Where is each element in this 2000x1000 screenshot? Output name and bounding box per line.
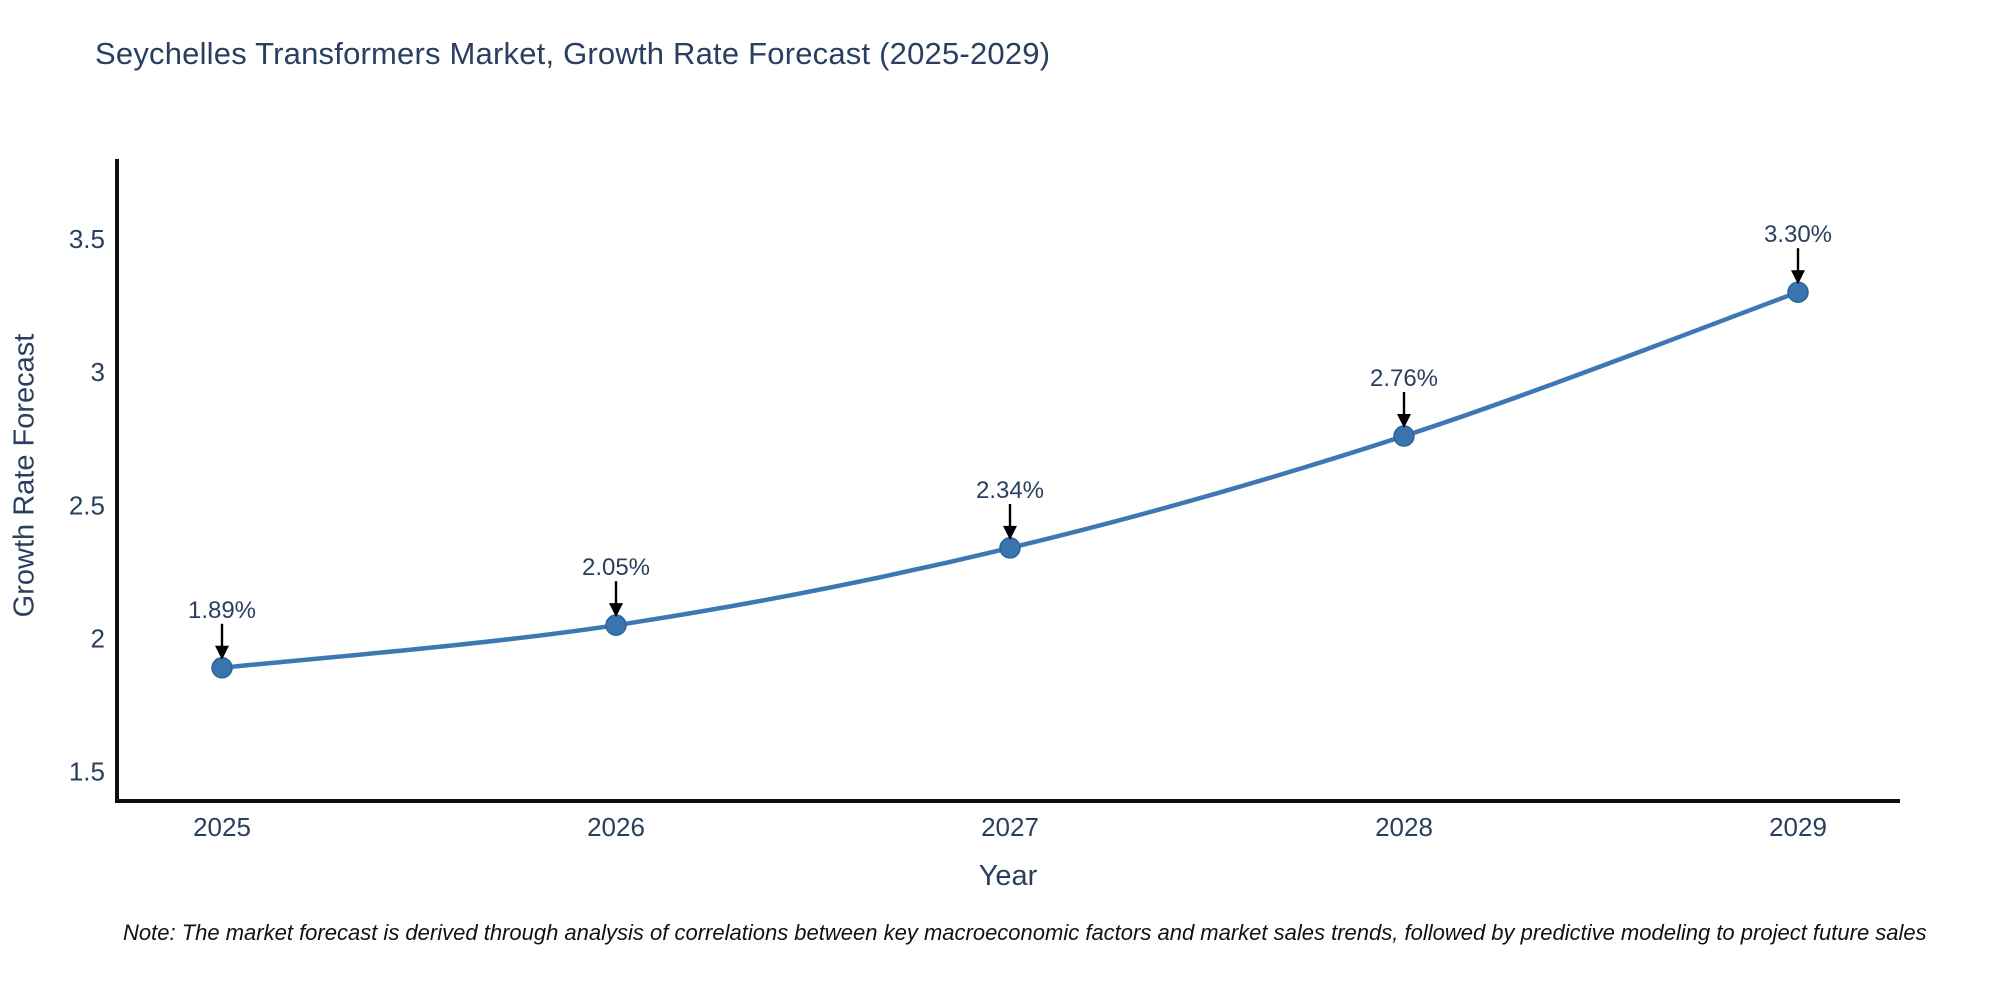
- y-tick-label: 2.5: [69, 490, 105, 520]
- annotation-arrowhead-icon: [1397, 414, 1411, 429]
- data-point-marker[interactable]: [999, 537, 1021, 559]
- annotation-arrowhead-icon: [215, 645, 229, 660]
- point-value-label: 1.89%: [188, 597, 256, 624]
- data-point-marker[interactable]: [1787, 281, 1809, 303]
- annotation-arrowhead-icon: [609, 603, 623, 618]
- y-tick-label: 2: [91, 624, 105, 654]
- annotation-arrowhead-icon: [1791, 270, 1805, 285]
- x-tick-label: 2027: [981, 812, 1039, 842]
- footnote: Note: The market forecast is derived thr…: [123, 920, 1927, 945]
- x-tick-label: 2028: [1375, 812, 1433, 842]
- chart-title: Seychelles Transformers Market, Growth R…: [95, 36, 1051, 71]
- data-point-marker[interactable]: [605, 614, 627, 636]
- data-point-marker[interactable]: [1393, 425, 1415, 447]
- x-tick-label: 2029: [1769, 812, 1827, 842]
- x-tick-label: 2025: [193, 812, 251, 842]
- y-tick-label: 1.5: [69, 757, 105, 787]
- y-tick-label: 3.5: [69, 224, 105, 254]
- y-tick-label: 3: [91, 357, 105, 387]
- point-value-label: 2.76%: [1370, 365, 1438, 392]
- annotation-arrowhead-icon: [1003, 525, 1017, 540]
- point-value-label: 2.05%: [582, 554, 650, 581]
- point-value-label: 3.30%: [1764, 221, 1832, 248]
- point-value-label: 2.34%: [976, 477, 1044, 504]
- x-axis-title: Year: [978, 860, 1038, 892]
- x-tick-label: 2026: [587, 812, 645, 842]
- data-point-marker[interactable]: [211, 657, 233, 679]
